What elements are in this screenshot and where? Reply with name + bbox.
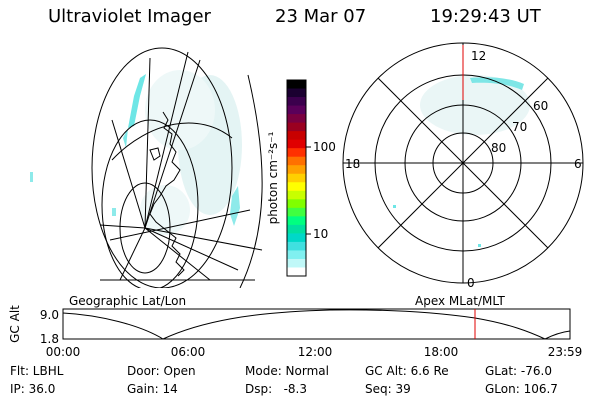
colorbar-unit-label: photon cm⁻²s⁻¹ xyxy=(266,131,280,224)
apex-caption: Apex MLat/MLT xyxy=(415,294,505,308)
lat-lon-grid xyxy=(91,47,263,288)
mlt-label-12: 12 xyxy=(471,49,486,63)
time-tick-2359: 23:59 xyxy=(548,345,583,359)
aurora-spot xyxy=(393,205,396,208)
mlat-label-70: 70 xyxy=(512,120,527,134)
meridian xyxy=(144,227,263,251)
colorbar-cell xyxy=(287,114,306,124)
dsp-info: Dsp: -8.3 xyxy=(245,382,308,396)
mlat-label-60: 60 xyxy=(533,99,548,113)
meridian xyxy=(99,224,146,229)
timeline-frame xyxy=(62,308,571,340)
colorbar-cell xyxy=(287,88,306,98)
glat-info: GLat: -76.0 xyxy=(485,364,552,378)
colorbar-cell xyxy=(287,122,306,132)
colorbar-frame xyxy=(286,79,307,277)
parallel xyxy=(111,122,233,161)
aurora-spot xyxy=(30,172,33,182)
meridian xyxy=(119,227,146,281)
meridian xyxy=(144,51,189,229)
mlat-label-80: 80 xyxy=(491,141,506,155)
colorbar-cell xyxy=(287,182,306,192)
label-bg xyxy=(470,50,492,64)
outer-latitude-arc xyxy=(239,74,263,288)
geographic-caption: Geographic Lat/Lon xyxy=(69,294,186,308)
colorbar-cell xyxy=(287,250,306,260)
colorbar-cell xyxy=(287,148,306,158)
colorbar-gradient xyxy=(287,80,306,277)
glon-info: GLon: 106.7 xyxy=(485,382,558,396)
mode-info: Mode: Normal xyxy=(245,364,329,378)
latitude-ring xyxy=(119,182,171,274)
door-info: Door: Open xyxy=(127,364,196,378)
mlt-label-18: 18 xyxy=(345,157,360,171)
altitude-curve xyxy=(62,309,571,340)
polar-mlt-panel: 12 18 6 0 60 70 80 xyxy=(342,42,584,290)
mlt-diagonal xyxy=(377,77,549,249)
latitude-ring xyxy=(91,47,233,288)
colorbar-cell xyxy=(287,97,306,107)
aurora-spot xyxy=(112,208,116,216)
aurora-glow xyxy=(140,185,190,235)
latitude-ring xyxy=(101,119,199,288)
gc-alt-info: GC Alt: 6.6 Re xyxy=(365,364,449,378)
meridian xyxy=(144,227,211,281)
coastline xyxy=(149,111,185,277)
colorbar-cell xyxy=(287,207,306,217)
seq-info: Seq: 39 xyxy=(365,382,411,396)
colorbar-cell xyxy=(287,80,306,90)
colorbar-cell xyxy=(287,156,306,166)
observation-time: 19:29:43 UT xyxy=(430,6,541,27)
altitude-timeline: Geographic Lat/Lon Apex MLat/MLT 9.0 1.8… xyxy=(8,294,582,359)
meridian xyxy=(144,59,201,229)
aurora-spot xyxy=(478,244,481,247)
timeline-y-top: 9.0 xyxy=(40,308,59,322)
aurora-arc xyxy=(123,128,128,148)
coastline-island xyxy=(149,147,161,161)
gain-info: Gain: 14 xyxy=(127,382,178,396)
colorbar-tick-100: 100 xyxy=(313,140,336,154)
meridian xyxy=(144,227,239,271)
colorbar-tick-10: 10 xyxy=(313,227,328,241)
colorbar-cell xyxy=(287,165,306,175)
colorbar-cell xyxy=(287,139,306,149)
timeline-y-bottom: 1.8 xyxy=(40,332,59,346)
mlt-label-0: 0 xyxy=(467,276,475,290)
filter-info: Flt: LBHL xyxy=(10,364,64,378)
time-tick-0000: 00:00 xyxy=(46,345,81,359)
colorbar-cell xyxy=(287,241,306,252)
timeline-axis-label: GC Alt xyxy=(8,305,22,343)
colorbar-cell xyxy=(287,267,306,277)
colorbar-cell xyxy=(287,224,306,234)
colorbar-cell xyxy=(287,199,306,209)
colorbar-cell xyxy=(287,216,306,226)
colorbar-cell xyxy=(287,190,306,200)
meridian xyxy=(111,119,146,229)
colorbar-cell xyxy=(287,131,306,141)
colorbar: 100 10 photon cm⁻²s⁻¹ xyxy=(266,79,336,277)
observation-date: 23 Mar 07 xyxy=(275,6,367,27)
colorbar-cell xyxy=(287,173,306,183)
colorbar-cell xyxy=(287,105,306,115)
colorbar-cell xyxy=(287,233,306,243)
parallel xyxy=(109,209,251,241)
aurora-glow xyxy=(145,70,215,150)
aurora-arc xyxy=(128,74,146,128)
aurora-arc xyxy=(230,186,240,226)
time-tick-0600: 06:00 xyxy=(171,345,206,359)
aurora-oval xyxy=(470,77,524,90)
time-tick-1800: 18:00 xyxy=(424,345,459,359)
time-tick-1200: 12:00 xyxy=(298,345,333,359)
colorbar-cell xyxy=(287,258,306,269)
mlt-label-6: 6 xyxy=(574,157,582,171)
meridian xyxy=(144,57,151,229)
instrument-title: Ultraviolet Imager xyxy=(48,6,211,27)
geographic-map-panel xyxy=(30,47,263,288)
ip-info: IP: 36.0 xyxy=(10,382,56,396)
